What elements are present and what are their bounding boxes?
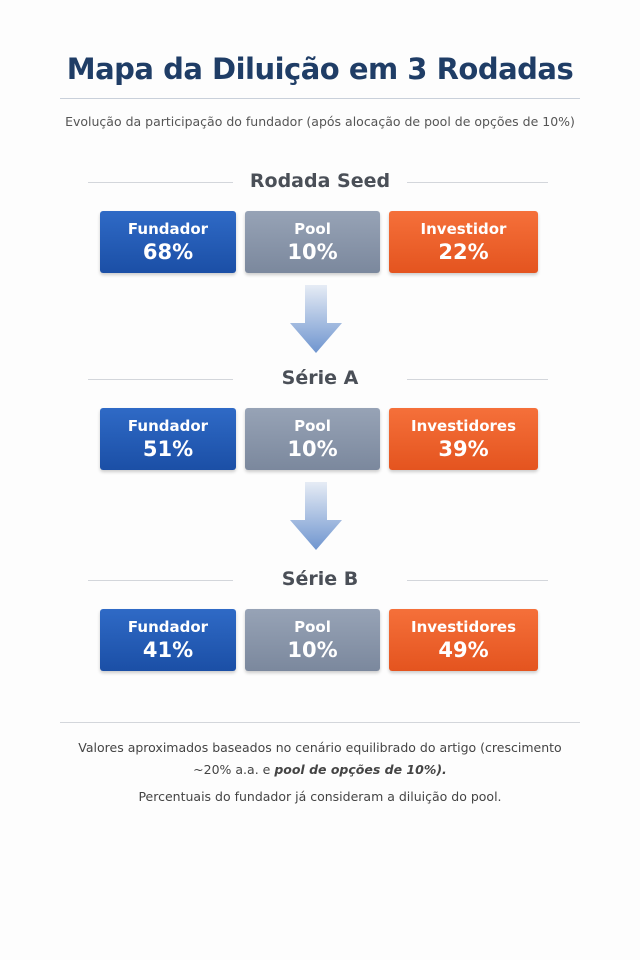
share-label: Fundador [127, 220, 209, 238]
share-label: Pool [294, 417, 331, 435]
share-box: Fundador 41% [100, 609, 236, 671]
share-box: Pool 10% [245, 211, 380, 273]
divider [60, 98, 580, 99]
share-box: Pool 10% [245, 408, 380, 470]
round-title: Série A [281, 367, 359, 389]
share-value: 10% [287, 638, 338, 662]
note-text: Valores aproximados baseados no cenário … [78, 740, 562, 777]
round-title: Série B [281, 568, 359, 590]
round-line [407, 182, 548, 183]
share-value: 10% [287, 240, 338, 264]
share-value: 39% [438, 437, 489, 461]
share-box: Pool 10% [245, 609, 380, 671]
arrow-icon [290, 285, 342, 353]
share-value: 22% [438, 240, 489, 264]
share-value: 68% [142, 240, 194, 264]
round-line [88, 580, 233, 581]
share-label: Pool [294, 618, 331, 636]
share-box: Investidores 39% [389, 408, 538, 470]
note-emphasis: pool de opções de 10%). [274, 762, 447, 777]
share-value: 51% [142, 437, 194, 461]
footer-note: Valores aproximados baseados no cenário … [70, 737, 570, 781]
share-box: Fundador 51% [100, 408, 236, 470]
round-line [88, 182, 233, 183]
round-title: Rodada Seed [249, 170, 391, 192]
share-box: Fundador 68% [100, 211, 236, 273]
round-line [407, 580, 548, 581]
subtitle: Evolução da participação do fundador (ap… [65, 114, 575, 129]
share-label: Fundador [127, 417, 209, 435]
arrow [288, 482, 344, 552]
share-box: Investidores 49% [389, 609, 538, 671]
arrow [288, 285, 344, 355]
footer-remark: Percentuais do fundador já consideram a … [138, 789, 502, 804]
arrow-icon [290, 482, 342, 550]
share-box: Investidor 22% [389, 211, 538, 273]
share-label: Fundador [127, 618, 209, 636]
divider [60, 722, 580, 723]
share-label: Investidores [411, 417, 516, 435]
round-line [88, 379, 233, 380]
share-label: Investidores [411, 618, 516, 636]
round-line [407, 379, 548, 380]
title: Mapa da Diluição em 3 Rodadas [66, 52, 574, 86]
share-value: 49% [438, 638, 489, 662]
share-value: 41% [142, 638, 194, 662]
share-label: Investidor [420, 220, 507, 238]
share-label: Pool [294, 220, 331, 238]
share-value: 10% [287, 437, 338, 461]
